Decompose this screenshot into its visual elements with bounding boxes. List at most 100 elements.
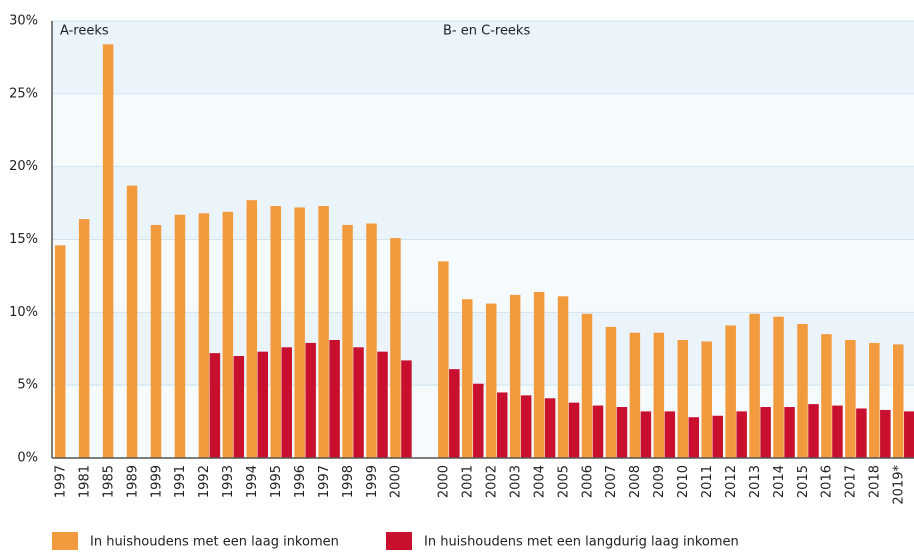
- bar: [616, 407, 628, 458]
- x-tick-label: 2004: [532, 465, 547, 498]
- x-tick-label: 2006: [580, 465, 595, 498]
- x-tick-label: 2000: [437, 465, 452, 498]
- bar: [592, 405, 604, 458]
- legend-swatch: [386, 532, 412, 550]
- plot-band: [52, 93, 914, 167]
- bar: [845, 340, 856, 458]
- y-tick-label: 5%: [17, 378, 38, 393]
- bar: [749, 313, 760, 458]
- x-tick-label: 1989: [125, 465, 140, 498]
- bar: [533, 291, 545, 458]
- bar: [832, 405, 843, 458]
- bar: [629, 332, 641, 458]
- bar: [496, 392, 508, 458]
- x-tick-label: 2013: [748, 465, 763, 498]
- plot-background: [52, 21, 914, 458]
- x-tick-label: 1999: [149, 465, 164, 498]
- x-tick-label: 1993: [221, 465, 236, 498]
- bar: [102, 44, 114, 458]
- x-tick-label: 1985: [101, 465, 116, 498]
- x-tick-label: 2019*: [892, 465, 907, 505]
- bar: [257, 351, 269, 458]
- x-tick-label: 2012: [724, 465, 739, 498]
- x-tick-label: 2002: [484, 465, 499, 498]
- bar: [640, 411, 652, 458]
- plot-band: [52, 21, 914, 94]
- x-tick-label: 1992: [197, 465, 212, 498]
- x-tick-label: 1981: [77, 465, 92, 498]
- x-tick-label: 1998: [341, 465, 356, 498]
- x-tick-label: 1991: [173, 465, 188, 498]
- bar: [712, 415, 723, 458]
- bar: [438, 261, 449, 458]
- bar: [880, 409, 891, 458]
- x-tick-label: 2016: [820, 465, 835, 498]
- bar: [222, 211, 234, 458]
- x-tick-label: 2017: [844, 465, 859, 498]
- y-tick-label: 10%: [9, 305, 38, 320]
- x-tick-label: 2010: [676, 465, 691, 498]
- bar: [797, 323, 808, 458]
- bar: [78, 219, 90, 458]
- bar: [150, 224, 162, 458]
- plot-band: [52, 166, 914, 240]
- legend-swatch: [52, 532, 78, 550]
- x-tick-label: 1994: [245, 465, 260, 498]
- bar: [677, 340, 689, 458]
- bar: [544, 398, 556, 458]
- bar: [485, 303, 497, 458]
- bar: [281, 347, 292, 458]
- bar: [294, 207, 305, 458]
- y-tick-label: 20%: [9, 159, 38, 174]
- bar: [473, 383, 484, 458]
- bar: [209, 353, 221, 458]
- x-tick-label: 1995: [269, 465, 284, 498]
- plot-band: [52, 312, 914, 386]
- bar: [509, 294, 521, 458]
- bar: [246, 200, 258, 459]
- bar: [270, 205, 281, 458]
- x-tick-label: 1997: [317, 465, 332, 498]
- bar: [664, 411, 676, 458]
- annotation: B- en C-reeks: [443, 24, 530, 39]
- bar: [366, 223, 377, 458]
- x-tick-label: 2014: [772, 465, 787, 498]
- bar: [305, 342, 316, 458]
- bar: [233, 356, 245, 458]
- y-tick-label: 25%: [9, 86, 38, 101]
- bar: [893, 344, 904, 458]
- x-tick-label: 2008: [628, 465, 643, 498]
- x-tick-label: 2003: [508, 465, 523, 498]
- bar: [653, 332, 665, 458]
- bar: [688, 417, 700, 458]
- bar: [904, 411, 914, 458]
- bar: [736, 411, 747, 458]
- bar: [329, 340, 340, 458]
- bar: [581, 313, 593, 458]
- x-tick-label: 2005: [556, 465, 571, 498]
- bar: [605, 326, 617, 458]
- bar: [174, 214, 186, 458]
- bar: [784, 407, 795, 458]
- x-tick-label: 2015: [796, 465, 811, 498]
- bar: [520, 395, 532, 458]
- bar: [557, 296, 569, 458]
- bar: [725, 325, 736, 458]
- bar: [401, 360, 412, 458]
- plot-band: [52, 239, 914, 313]
- legend-label: In huishoudens met een langdurig laag in…: [424, 535, 739, 550]
- bar: [54, 245, 66, 458]
- bar: [808, 404, 819, 458]
- y-tick-label: 30%: [9, 14, 38, 29]
- bar: [390, 238, 401, 458]
- bar: [449, 369, 460, 458]
- y-tick-label: 15%: [9, 232, 38, 247]
- x-tick-label: 1996: [293, 465, 308, 498]
- x-tick-label: 2011: [700, 465, 715, 498]
- bar: [342, 224, 353, 458]
- bar: [760, 407, 771, 458]
- bar: [126, 185, 138, 458]
- y-tick-label: 0%: [17, 451, 38, 466]
